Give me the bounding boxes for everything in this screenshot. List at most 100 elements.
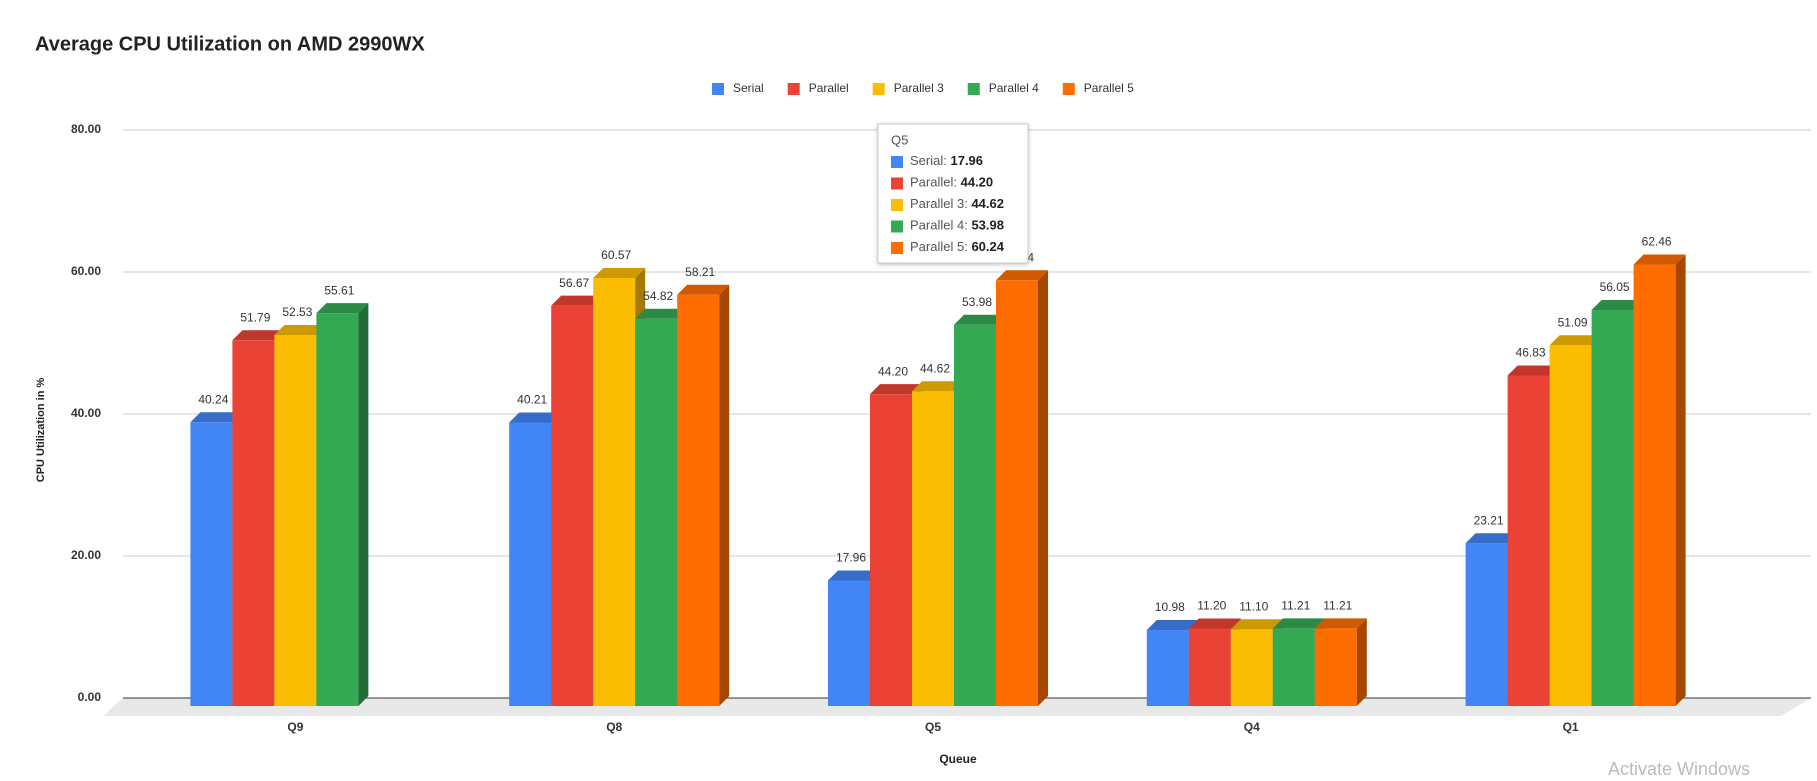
bar-front <box>1465 543 1508 706</box>
tooltip-row: Parallel: 44.20 <box>910 175 993 190</box>
value-label: 55.61 <box>324 283 354 297</box>
x-axis-title: Queue <box>939 752 977 766</box>
legend-swatch <box>787 83 800 95</box>
tooltip-swatch <box>891 242 903 254</box>
bar-top <box>1633 254 1686 265</box>
tooltip-value: 44.20 <box>961 175 994 190</box>
bar-front <box>635 318 678 706</box>
tooltip-sep: : <box>953 175 960 190</box>
tooltip-swatch <box>891 156 903 168</box>
bar-front <box>190 422 233 706</box>
bar-top <box>274 325 327 336</box>
bar-top <box>593 267 646 278</box>
value-label: 44.62 <box>920 361 950 375</box>
tooltip-name: Parallel <box>910 175 953 190</box>
bar-top <box>316 303 369 314</box>
bar-front <box>677 294 720 706</box>
tooltip-swatch <box>891 177 903 190</box>
tooltip-name: Parallel 3 <box>910 196 964 211</box>
x-tick-label: Q4 <box>1244 720 1260 734</box>
bar-top <box>190 412 243 423</box>
bar <box>677 284 730 706</box>
bar-front <box>828 580 870 706</box>
legend-label: Serial <box>733 81 764 95</box>
bar-front <box>870 394 912 706</box>
bar <box>996 270 1048 706</box>
bar-top <box>1272 618 1325 629</box>
value-label: 51.79 <box>240 310 270 324</box>
bar-top <box>954 314 1006 325</box>
x-tick-label: Q5 <box>925 720 941 734</box>
value-label: 52.53 <box>282 305 312 319</box>
tooltip-row: Parallel 5: 60.24 <box>910 239 1005 254</box>
y-tick-label: 60.00 <box>71 264 101 278</box>
y-tick-label: 80.00 <box>71 122 101 136</box>
legend-label: Parallel 3 <box>894 81 944 95</box>
bar <box>1507 365 1560 706</box>
bar <box>1314 618 1367 706</box>
tooltip-sep: : <box>964 218 971 233</box>
bar-front <box>1507 375 1550 706</box>
bar-front <box>996 280 1038 706</box>
bar-top <box>828 570 880 581</box>
tooltip-name: Parallel 5 <box>910 239 964 254</box>
value-label: 53.98 <box>962 295 992 309</box>
chart-title: Average CPU Utilization on AMD 2990WX <box>35 33 425 55</box>
bar-top <box>1314 618 1367 629</box>
bar-front <box>593 277 636 706</box>
bar-side <box>1675 254 1686 706</box>
tooltip-sep: : <box>964 196 971 211</box>
tooltip-sep: : <box>943 153 950 168</box>
tooltip-value: 60.24 <box>971 239 1004 254</box>
y-tick-label: 20.00 <box>71 548 101 562</box>
legend-swatch <box>872 83 885 95</box>
bar-side <box>1356 618 1367 706</box>
bar-front <box>551 305 594 706</box>
tooltip-value: 17.96 <box>950 153 983 168</box>
bar-top <box>677 284 730 295</box>
tooltip-swatch <box>891 220 903 233</box>
bar-top <box>1549 335 1602 346</box>
y-tick-label: 40.00 <box>71 406 101 420</box>
value-label: 62.46 <box>1642 235 1672 249</box>
legend-swatch <box>1062 83 1075 95</box>
value-label: 10.98 <box>1155 600 1185 614</box>
value-label: 17.96 <box>836 551 866 565</box>
legend-label: Parallel 5 <box>1084 81 1134 95</box>
value-label: 60.57 <box>601 248 631 262</box>
value-label: 56.67 <box>559 276 589 290</box>
value-label: 56.05 <box>1600 280 1630 294</box>
tooltip-box <box>877 123 1029 264</box>
bar-top <box>870 384 922 395</box>
tooltip-value: 53.98 <box>971 218 1004 233</box>
bar-side <box>1038 270 1048 706</box>
bar-front <box>316 313 359 706</box>
bar-front <box>1591 310 1634 706</box>
bar-top <box>996 270 1048 281</box>
bar-front <box>912 391 954 706</box>
plot: 0.00 20.00 40.00 60.00 80.00 Q9 40.24 51.79 52.5… <box>71 122 1811 734</box>
bar-top <box>635 308 688 319</box>
value-label: 58.21 <box>685 265 715 279</box>
value-label: 46.83 <box>1516 346 1546 360</box>
watermark: Activate Windows <box>1608 759 1750 779</box>
value-label: 11.21 <box>1281 599 1310 613</box>
value-label: 11.20 <box>1197 599 1226 613</box>
legend-label: Parallel <box>809 81 849 95</box>
tooltip-title: Q5 <box>891 132 908 147</box>
bar-top <box>1146 620 1199 631</box>
value-label: 40.24 <box>198 392 228 406</box>
y-axis-title: CPU Utilization in % <box>35 378 47 483</box>
bar-top <box>1188 618 1241 629</box>
tooltip-value: 44.62 <box>971 196 1004 211</box>
y-tick-label: 0.00 <box>78 690 102 704</box>
bar-top <box>551 295 604 306</box>
value-label: 51.09 <box>1558 315 1588 329</box>
legend-label: Parallel 4 <box>989 81 1039 95</box>
legend-swatch <box>967 83 980 95</box>
bar-side <box>719 284 730 706</box>
value-label: 54.82 <box>643 289 673 303</box>
x-tick-label: Q1 <box>1563 720 1579 734</box>
